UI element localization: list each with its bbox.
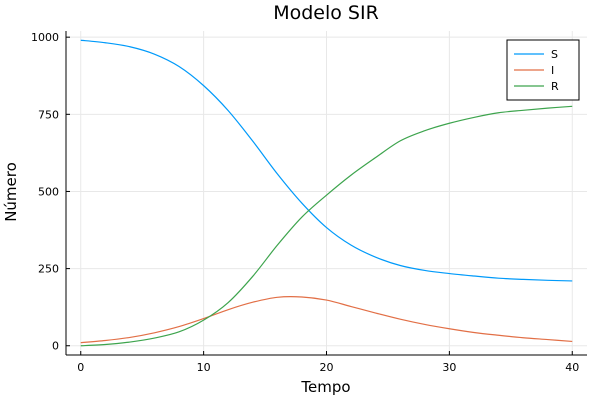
x-tick-label: 20	[320, 361, 334, 374]
y-tick-label: 0	[52, 340, 59, 353]
y-axis-label: Número	[2, 162, 20, 222]
series-lines	[80, 39, 573, 347]
x-tick-label: 30	[442, 361, 456, 374]
y-tick-label: 750	[38, 108, 59, 121]
x-tick-label: 10	[197, 361, 211, 374]
y-tick-label: 1000	[31, 31, 59, 44]
series-line-s	[80, 39, 573, 282]
legend: SIR	[506, 39, 580, 101]
y-tick-label: 250	[38, 263, 59, 276]
x-tick-label: 0	[77, 361, 84, 374]
legend-label-i: I	[551, 64, 554, 77]
x-axis-label: Tempo	[300, 378, 350, 396]
legend-label-r: R	[551, 80, 559, 93]
series-line-i	[80, 296, 573, 344]
chart-title: Modelo SIR	[273, 2, 379, 24]
x-tick-labels: 0 10 20 30 40	[77, 361, 579, 374]
y-tick-labels: 0 250 500 750 1000	[31, 31, 59, 353]
axes	[65, 31, 587, 356]
y-tick-label: 500	[38, 185, 59, 198]
series-line-r	[80, 105, 573, 347]
legend-label-s: S	[551, 48, 558, 61]
x-tick-label: 40	[565, 361, 579, 374]
